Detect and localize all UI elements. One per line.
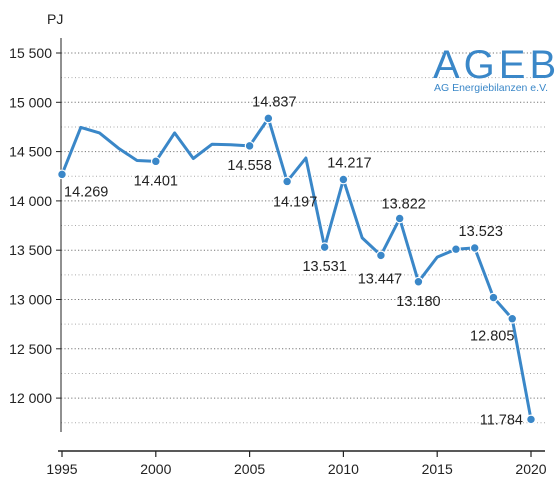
series-path <box>60 116 533 420</box>
data-label: 13.447 <box>358 271 402 287</box>
data-label: 14.837 <box>252 94 296 110</box>
data-point <box>451 244 461 255</box>
x-tick-label: 2015 <box>422 461 453 477</box>
data-labels: 14.269 14.401 14.558 14.837 14.197 13.531 14.2… <box>64 94 523 428</box>
data-point <box>507 313 518 324</box>
data-label: 14.269 <box>64 184 108 200</box>
y-tick-label: 12 000 <box>9 390 52 406</box>
grid-lines <box>56 52 545 424</box>
x-tick-label: 2020 <box>515 461 546 477</box>
data-point <box>319 242 330 253</box>
series-line <box>60 116 533 420</box>
data-point <box>469 243 480 253</box>
y-tick-label: 12 500 <box>9 341 52 357</box>
data-point <box>413 276 424 287</box>
data-point <box>263 113 274 124</box>
ageb-logo: AGEB AG Energiebilanzen e.V. <box>433 43 559 94</box>
x-tick-label: 2005 <box>234 461 265 477</box>
y-tick-label: 15 000 <box>9 94 52 110</box>
y-tick-labels: 12 000 12 500 13 000 13 500 14 000 14 500 15 0… <box>9 45 52 406</box>
y-tick-label: 13 500 <box>9 242 52 258</box>
data-point <box>394 213 405 224</box>
axes <box>58 38 545 452</box>
logo-subtitle: AG Energiebilanzen e.V. <box>434 82 548 94</box>
logo-text: AGEB <box>433 43 559 87</box>
data-label: 13.180 <box>396 294 440 310</box>
data-label: 13.531 <box>302 259 346 275</box>
data-point <box>244 140 255 151</box>
data-label: 14.558 <box>227 158 271 174</box>
data-label: 14.197 <box>273 194 317 210</box>
data-label: 13.523 <box>459 224 503 240</box>
y-tick-label: 14 000 <box>9 193 52 209</box>
data-point <box>57 169 67 180</box>
data-label: 14.217 <box>327 156 371 172</box>
data-point <box>282 176 293 187</box>
data-label: 11.784 <box>480 412 523 428</box>
data-point <box>526 414 536 425</box>
y-tick-label: 13 000 <box>9 292 52 308</box>
data-markers <box>57 113 536 425</box>
data-point <box>488 292 499 303</box>
data-label: 14.401 <box>134 173 178 189</box>
x-tick-label: 2010 <box>328 461 359 477</box>
data-label: 12.805 <box>470 329 514 345</box>
data-point <box>150 156 161 167</box>
y-tick-label: 15 500 <box>9 45 52 61</box>
y-tick-label: 14 500 <box>9 144 52 160</box>
data-point <box>338 174 349 185</box>
x-tick-labels: 1995 2000 2005 2010 2015 2020 <box>46 451 547 477</box>
data-point <box>376 250 386 261</box>
x-tick-label: 1995 <box>46 461 77 477</box>
y-axis-unit: PJ <box>47 11 63 27</box>
x-tick-label: 2000 <box>140 461 171 477</box>
data-label: 13.822 <box>382 196 426 212</box>
